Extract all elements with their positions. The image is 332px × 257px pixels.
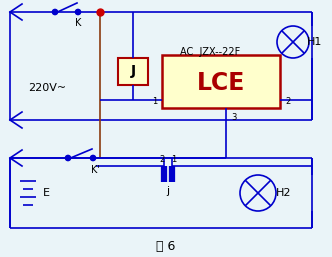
Text: 1: 1 [171,155,177,164]
Text: 2: 2 [159,155,165,164]
Circle shape [91,155,96,161]
Text: 3: 3 [231,113,237,122]
Text: H2: H2 [276,188,292,198]
Circle shape [65,155,70,161]
Text: K: K [75,18,81,28]
Text: E: E [42,188,49,198]
Circle shape [75,10,80,14]
Bar [118,58,148,85]
Bar [162,55,280,108]
Text: 图 6: 图 6 [156,241,176,253]
Circle shape [52,10,57,14]
Text: 2: 2 [285,97,290,106]
Text: K': K' [91,165,100,175]
Text: 1: 1 [152,97,157,106]
Text: j: j [166,186,170,196]
Text: H1: H1 [307,37,323,47]
Text: AC  JZX--22F: AC JZX--22F [180,47,240,57]
Text: LCE: LCE [197,71,245,96]
Text: J: J [130,65,135,78]
Text: 220V~: 220V~ [28,83,66,93]
